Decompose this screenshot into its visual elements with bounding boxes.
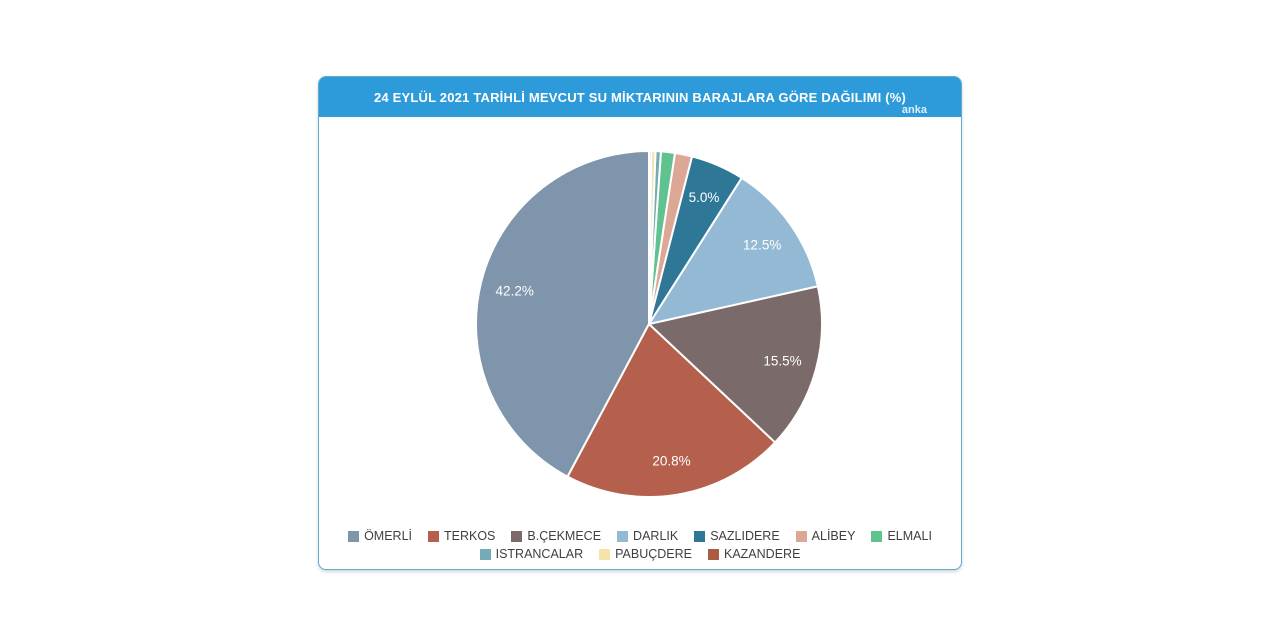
legend-item-2: B.ÇEKMECE [511,529,601,543]
pie-chart: 42.2% 20.8% 15.5% 12.5% 5.0% [475,149,823,498]
slice-label-1: 20.8% [652,454,690,469]
legend-swatch-icon [511,530,523,542]
legend-row-0: ÖMERLİ TERKOS B.ÇEKMECE DARLIK SAZLIDERE ALİB… [319,529,961,543]
chart-legend: ÖMERLİ TERKOS B.ÇEKMECE DARLIK SAZLIDERE ALİB… [319,525,961,561]
pie-chart-area: 42.2% 20.8% 15.5% 12.5% 5.0% ÖMERLİ TERKOS B.Ç… [319,117,961,571]
legend-label: TERKOS [444,529,496,543]
pie-slice-1 [566,323,777,498]
pie-slice-2 [648,285,823,444]
legend-label: SAZLIDERE [710,529,780,543]
legend-swatch-icon [348,530,360,542]
legend-label: ÖMERLİ [364,529,412,543]
legend-swatch-icon [694,530,706,542]
pie-slice-3 [648,176,819,325]
legend-swatch-icon [708,548,719,560]
legend-swatch-icon [617,530,629,542]
legend-item-8: PABUÇDERE [599,547,692,561]
legend-label: ALİBEY [811,529,856,543]
slice-label-3: 12.5% [743,237,781,252]
legend-item-9: KAZANDERE [708,547,800,561]
legend-item-7: ISTRANCALAR [479,547,584,561]
slice-label-4: 5.0% [689,190,720,205]
legend-item-3: DARLIK [617,529,678,543]
slice-label-0: 42.2% [496,283,534,298]
legend-swatch-icon [428,530,439,542]
legend-label: ISTRANCALAR [495,547,584,561]
legend-item-0: ÖMERLİ [348,529,412,543]
slice-label-2: 15.5% [763,354,801,369]
legend-label: DARLIK [633,529,679,543]
legend-label: B.ÇEKMECE [527,529,602,543]
legend-label: ELMALI [887,529,932,543]
legend-item-4: SAZLIDERE [694,529,780,543]
legend-swatch-icon [795,530,807,542]
chart-title: 24 EYLÜL 2021 TARİHLİ MEVCUT SU MİKTARIN… [373,89,907,105]
legend-swatch-icon [599,548,611,560]
legend-label: KAZANDERE [724,547,801,561]
legend-item-1: TERKOS [428,529,495,543]
chart-card: 24 EYLÜL 2021 TARİHLİ MEVCUT SU MİKTARIN… [318,76,962,570]
legend-swatch-icon [871,530,883,542]
pie-slice-0 [475,150,650,478]
legend-swatch-icon [479,548,491,560]
legend-row-1: ISTRANCALAR PABUÇDERE KAZANDERE [319,547,961,561]
legend-label: PABUÇDERE [615,547,692,561]
chart-header: 24 EYLÜL 2021 TARİHLİ MEVCUT SU MİKTARIN… [319,77,961,117]
legend-item-6: ELMALI [871,529,932,543]
anka-watermark: anka [901,104,927,116]
pie-slice-9 [648,149,653,325]
legend-item-5: ALİBEY [795,529,856,543]
